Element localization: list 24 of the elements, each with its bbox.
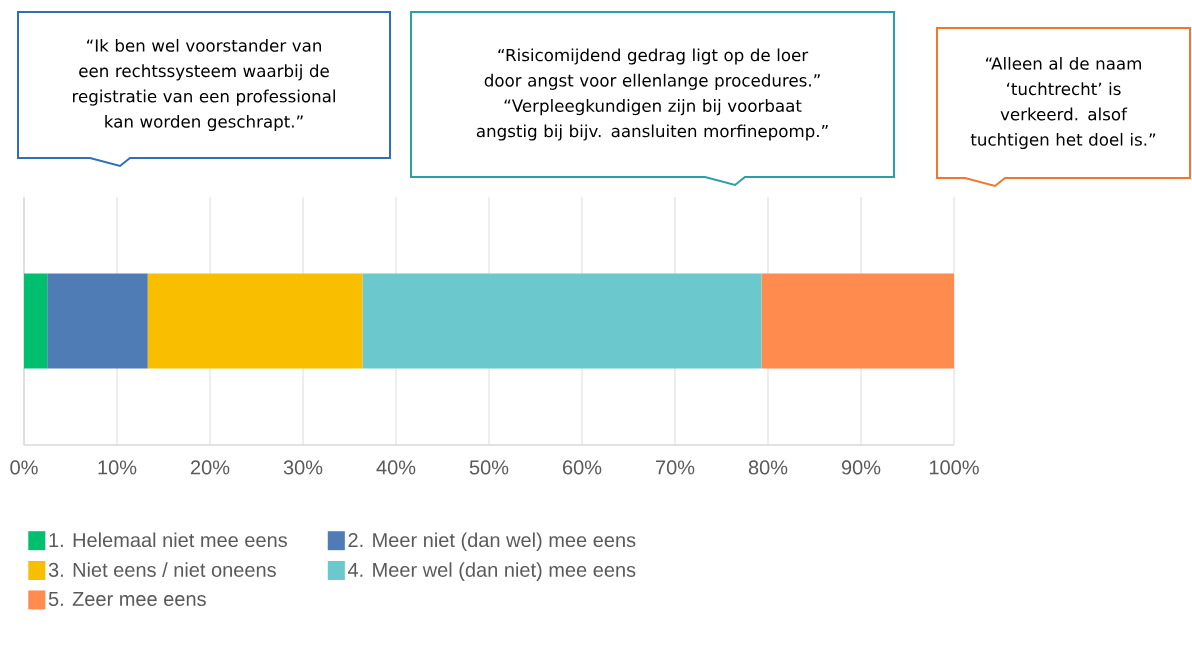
legend-label: 3. Niet eens / niet oneens — [48, 562, 276, 577]
legend-label: 4. Meer wel (dan niet) mee eens — [347, 562, 636, 581]
x-tick-label: 10% — [98, 460, 137, 475]
text: “Risicomijdend gedrag ligt op de loer door angst voor ellenlange procedures.” “Verpleegkundigen zijn bij voorbaat angstig bij bijv. aansluiten morfinepomp.” — [476, 48, 828, 141]
bar — [24, 273, 48, 369]
x-tick-label: 30% — [283, 460, 323, 475]
legend-label: 5. Zeer mee eens — [48, 592, 206, 607]
x-tick-label: 70% — [656, 460, 695, 475]
bar — [362, 273, 762, 369]
x-tick-label: 90% — [841, 460, 881, 475]
text: “Alleen al de naam ‘tuchtrecht’ is verkeerd. alsof tuchtigen het doel is.” — [970, 56, 1156, 150]
x-tick-label: 50% — [469, 460, 509, 475]
text: “Ik ben wel voorstander van een rechtssysteem waarbij de registratie van een professional kan worden geschrapt.” — [73, 38, 335, 132]
bar — [761, 273, 954, 369]
bar — [47, 273, 148, 369]
x-tick-label: 0% — [10, 460, 38, 475]
legend-label: 2. Meer niet (dan wel) mee eens — [348, 532, 636, 552]
x-tick-label: 60% — [563, 460, 602, 475]
x-tick-label: 100% — [929, 460, 979, 475]
legend-label: 1. Helemaal niet mee eens — [49, 532, 287, 548]
x-tick-label: 40% — [376, 460, 416, 475]
x-tick-label: 20% — [191, 460, 230, 475]
bar — [147, 273, 363, 369]
x-tick-label: 80% — [748, 460, 788, 475]
